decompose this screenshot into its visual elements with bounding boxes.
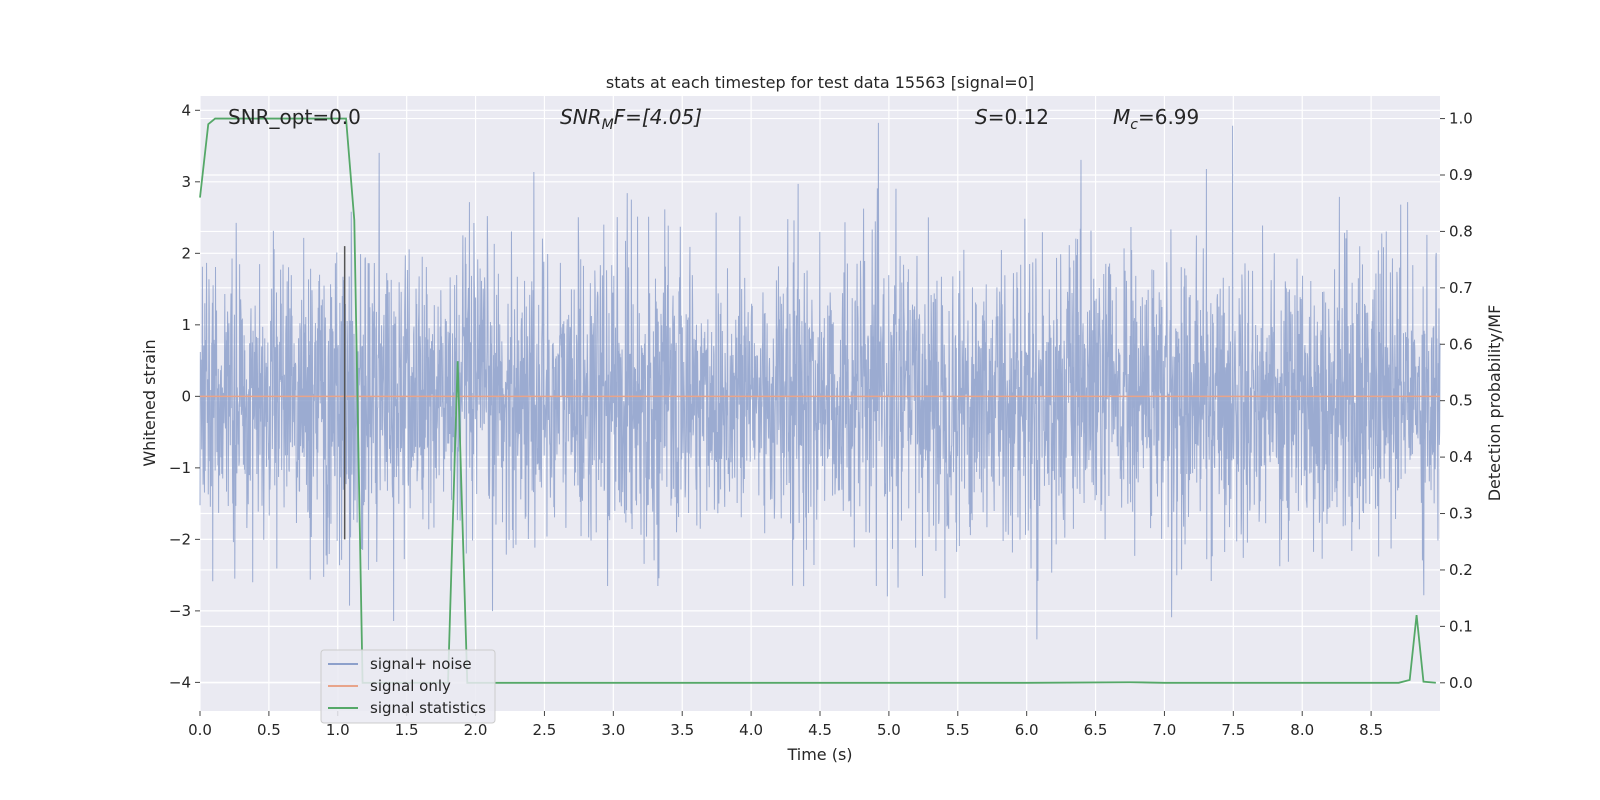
x-tick-label-0: 0.0 <box>188 721 212 739</box>
y-axis-ticks: 4 3 2 1 0 −1 −2 −3 −4 <box>169 101 200 691</box>
series-signal-statistics <box>199 117 1436 684</box>
annotation-snr-opt: SNR_opt=0.0 <box>228 105 361 129</box>
annotation-mc-rest: =6.99 <box>1138 105 1199 129</box>
y2-tick-label-2: 0.8 <box>1449 222 1473 240</box>
y2-tick-label-1: 0.9 <box>1449 166 1473 184</box>
annotation-snr-mf-main: SNR <box>560 105 602 129</box>
x-tick-label-1: 0.5 <box>257 721 281 739</box>
x-tick-label-11: 5.5 <box>946 721 970 739</box>
legend: signal+ noise signal only signal statist… <box>320 649 496 724</box>
chart-title: stats at each timestep for test data 155… <box>606 73 1034 92</box>
x-axis-ticks: 0.0 0.5 1.0 1.5 2.0 2.5 3.0 3.5 4.0 4.5 5.0 5.5 6.0 6… <box>188 711 1383 739</box>
y2-tick-label-10: 0.0 <box>1449 674 1473 692</box>
x-tick-label-4: 2.0 <box>464 721 488 739</box>
x-tick-label-13: 6.5 <box>1084 721 1108 739</box>
x-tick-label-10: 5.0 <box>877 721 901 739</box>
x-tick-label-9: 4.5 <box>808 721 832 739</box>
x-tick-label-14: 7.0 <box>1153 721 1177 739</box>
y-axis-right-label: Detection probability/MF <box>1485 305 1504 502</box>
annotation-s-main: S <box>975 105 988 129</box>
y2-tick-label-7: 0.3 <box>1449 505 1473 523</box>
annotation-s: S=0.12 <box>975 105 1049 129</box>
x-tick-label-16: 8.0 <box>1290 721 1314 739</box>
x-tick-label-5: 2.5 <box>533 721 557 739</box>
y2-tick-label-3: 0.7 <box>1449 279 1473 297</box>
y-tick-label-2: 2 <box>181 244 191 262</box>
annotation-mc-sub: c <box>1130 117 1138 133</box>
y2-tick-label-6: 0.4 <box>1449 448 1473 466</box>
x-tick-label-8: 4.0 <box>739 721 763 739</box>
x-tick-label-2: 1.0 <box>326 721 350 739</box>
y2-tick-label-8: 0.2 <box>1449 561 1473 579</box>
x-axis-label: Time (s) <box>786 745 852 764</box>
legend-label-signal-statistics: signal statistics <box>370 699 486 717</box>
legend-label-signal-only: signal only <box>370 677 451 695</box>
annotation-snr-mf-sub: M <box>602 117 614 133</box>
annotation-mc: Mc=6.99 <box>1113 105 1199 133</box>
y2-tick-label-9: 0.1 <box>1449 617 1473 635</box>
x-tick-label-6: 3.0 <box>601 721 625 739</box>
legend-box <box>320 649 496 724</box>
y-axis-right-ticks: 1.0 0.9 0.8 0.7 0.6 0.5 0.4 0.3 0.2 0.1 0.0 <box>1440 110 1473 692</box>
y-tick-label-4: 0 <box>181 387 191 405</box>
x-tick-label-17: 8.5 <box>1359 721 1383 739</box>
annotation-snr-mf-rest: F=[4.05] <box>614 105 702 129</box>
y2-tick-label-4: 0.6 <box>1449 335 1473 353</box>
y-tick-label-8: −4 <box>169 673 191 691</box>
y-tick-label-6: −2 <box>169 530 191 548</box>
x-tick-label-7: 3.5 <box>670 721 694 739</box>
annotation-s-rest: =0.12 <box>988 105 1049 129</box>
signal-statistics-line <box>199 117 1436 684</box>
x-tick-label-12: 6.0 <box>1015 721 1039 739</box>
y2-tick-label-5: 0.5 <box>1449 392 1473 410</box>
annotation-mc-main: M <box>1113 105 1130 129</box>
x-tick-label-15: 7.5 <box>1221 721 1245 739</box>
y-tick-label-7: −3 <box>169 602 191 620</box>
y-tick-label-5: −1 <box>169 459 191 477</box>
y-tick-label-1: 3 <box>181 173 191 191</box>
legend-label-signal-plus-noise: signal+ noise <box>370 655 472 673</box>
annotation-snr-mf: SNRMF=[4.05] <box>560 105 702 133</box>
y-tick-label-3: 1 <box>181 316 191 334</box>
y-axis-label: Whitened strain <box>140 339 159 466</box>
x-tick-label-3: 1.5 <box>395 721 419 739</box>
y2-tick-label-0: 1.0 <box>1449 110 1473 128</box>
series-signal-plus-noise <box>199 122 1441 640</box>
noise-line <box>199 122 1441 640</box>
y-tick-label-0: 4 <box>181 101 191 119</box>
